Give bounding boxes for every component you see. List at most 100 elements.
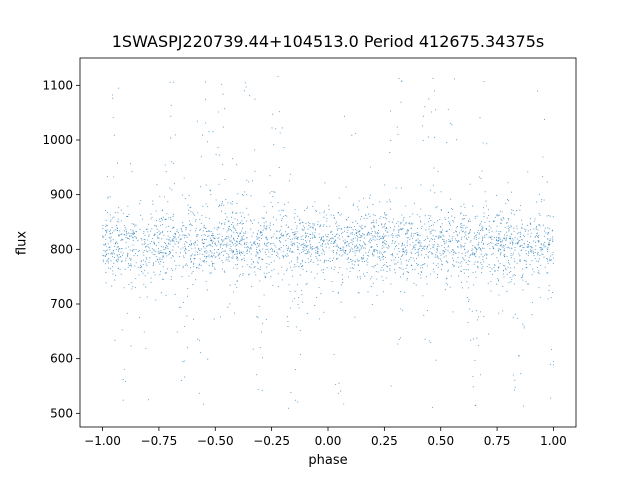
data-point xyxy=(443,243,446,245)
data-point xyxy=(311,248,314,250)
data-point xyxy=(268,271,270,273)
data-point xyxy=(371,253,373,255)
data-point xyxy=(323,251,325,253)
data-point xyxy=(432,246,434,248)
data-point xyxy=(160,232,162,234)
data-point xyxy=(231,251,233,253)
data-point xyxy=(107,229,109,231)
data-point xyxy=(240,244,242,246)
data-point xyxy=(482,226,484,228)
data-point xyxy=(147,246,150,248)
data-point xyxy=(125,258,127,260)
data-point xyxy=(467,287,469,289)
data-point xyxy=(357,276,359,278)
data-point xyxy=(472,271,474,274)
data-point xyxy=(384,256,387,258)
data-point xyxy=(379,252,381,254)
data-point xyxy=(340,284,342,286)
data-point xyxy=(383,211,386,214)
data-point xyxy=(259,237,261,239)
data-point xyxy=(354,228,356,230)
data-point xyxy=(143,238,145,240)
data-point xyxy=(406,251,408,253)
data-point xyxy=(142,272,144,274)
data-point xyxy=(103,255,105,257)
data-point xyxy=(159,263,161,265)
data-point xyxy=(232,242,234,244)
data-point xyxy=(440,232,442,234)
data-point xyxy=(179,234,181,236)
data-point xyxy=(202,246,205,248)
data-point xyxy=(209,230,211,232)
data-point xyxy=(232,257,234,259)
data-point xyxy=(364,261,366,263)
data-point xyxy=(371,247,373,249)
data-point xyxy=(285,231,287,233)
data-point xyxy=(202,242,204,244)
data-point xyxy=(222,262,224,264)
data-point xyxy=(186,242,188,244)
data-point xyxy=(170,137,172,139)
data-point xyxy=(502,285,504,287)
data-point xyxy=(304,244,306,246)
data-point xyxy=(339,238,341,240)
data-point xyxy=(305,253,307,255)
data-point xyxy=(344,226,346,228)
data-point xyxy=(165,219,167,221)
data-point xyxy=(428,98,430,100)
data-point xyxy=(404,246,406,248)
data-point xyxy=(282,215,284,217)
data-point xyxy=(506,221,508,224)
data-point xyxy=(183,224,185,226)
data-point xyxy=(431,238,434,241)
data-point xyxy=(295,326,297,328)
data-point xyxy=(514,246,516,248)
data-point xyxy=(289,290,291,293)
data-point xyxy=(547,227,549,229)
data-point xyxy=(362,257,364,259)
data-point xyxy=(213,235,215,237)
data-point xyxy=(163,256,165,258)
data-point xyxy=(336,225,338,227)
data-point xyxy=(261,390,263,392)
data-point xyxy=(428,228,430,230)
data-point xyxy=(536,233,538,235)
data-point xyxy=(152,253,154,255)
data-point xyxy=(339,214,341,216)
data-point xyxy=(115,229,117,231)
data-point xyxy=(507,259,510,262)
data-point xyxy=(279,257,281,259)
data-point xyxy=(260,266,262,268)
data-point xyxy=(393,230,395,232)
data-point xyxy=(503,218,505,220)
data-point xyxy=(405,252,408,254)
data-point xyxy=(231,257,233,259)
data-point xyxy=(304,237,307,239)
data-point xyxy=(402,247,404,249)
data-point xyxy=(460,244,462,246)
data-point xyxy=(433,167,435,169)
data-point xyxy=(448,245,450,247)
data-point xyxy=(470,339,472,341)
data-point xyxy=(465,269,467,271)
data-point xyxy=(323,224,325,226)
data-point xyxy=(478,224,480,226)
data-point xyxy=(258,239,261,242)
data-point xyxy=(392,218,395,220)
data-point xyxy=(451,239,454,241)
data-point xyxy=(160,292,162,294)
data-point xyxy=(174,268,177,270)
data-point xyxy=(481,263,483,265)
data-point xyxy=(172,235,174,238)
data-point xyxy=(321,269,323,271)
data-point xyxy=(182,361,184,363)
data-point xyxy=(200,248,202,250)
data-point xyxy=(482,230,484,232)
data-point xyxy=(347,276,349,278)
data-point xyxy=(121,329,123,331)
data-point xyxy=(369,239,371,241)
data-point xyxy=(522,323,524,325)
data-point xyxy=(224,108,226,110)
data-point xyxy=(152,265,154,267)
data-point xyxy=(414,247,416,249)
